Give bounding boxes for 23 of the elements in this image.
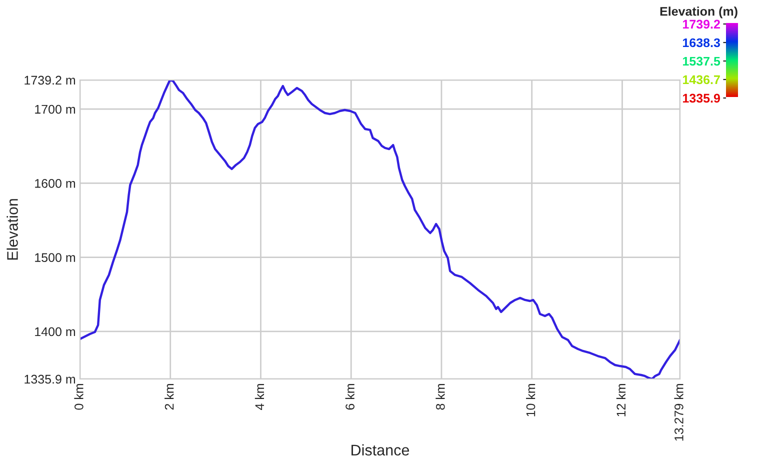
- x-tick-label: 8 km: [436, 384, 445, 410]
- color-bar-label: 1638.3: [683, 38, 720, 48]
- x-tick-label: 10 km: [526, 384, 536, 416]
- y-tick-label: 1700 m: [35, 104, 76, 114]
- x-tick-label: 12 km: [616, 384, 626, 416]
- y-tick-label: 1400 m: [35, 327, 76, 336]
- color-bar-title: Elevation (m): [660, 6, 738, 18]
- x-tick-label: 0 km: [74, 384, 84, 410]
- color-bar-label: 1739.2: [683, 20, 720, 29]
- y-tick-label: 1600 m: [35, 179, 76, 188]
- x-tick-label: 4 km: [254, 384, 264, 410]
- y-axis-title: Elevation: [6, 199, 18, 260]
- color-bar-label: 1537.5: [683, 56, 720, 66]
- line-series: [80, 80, 680, 379]
- x-tick-label: 2 km: [164, 384, 174, 410]
- y-tick-label: 1739.2 m: [24, 76, 76, 85]
- x-axis-title: Distance: [352, 444, 410, 456]
- y-tick-label: 1335.9 m: [24, 374, 76, 384]
- x-tick-label: 13.279 km: [674, 384, 684, 441]
- color-bar-label: 1436.7: [683, 75, 720, 84]
- y-tick-label: 1500 m: [35, 253, 76, 262]
- x-tick-label: 6 km: [345, 384, 354, 410]
- color-bar-label: 1335.9: [683, 94, 720, 103]
